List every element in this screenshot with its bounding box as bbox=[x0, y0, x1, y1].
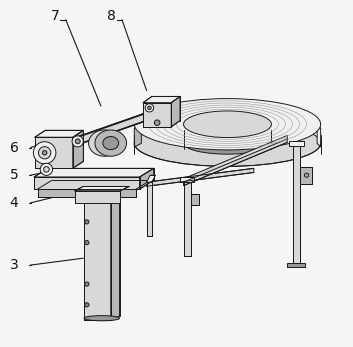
Circle shape bbox=[72, 136, 83, 147]
Polygon shape bbox=[35, 130, 83, 137]
Polygon shape bbox=[184, 135, 287, 186]
Circle shape bbox=[85, 303, 89, 307]
Circle shape bbox=[43, 167, 49, 172]
Text: 8: 8 bbox=[107, 9, 116, 23]
Ellipse shape bbox=[89, 130, 120, 156]
Circle shape bbox=[154, 120, 160, 126]
Polygon shape bbox=[139, 168, 154, 189]
Polygon shape bbox=[143, 103, 171, 127]
Polygon shape bbox=[84, 198, 120, 203]
Polygon shape bbox=[74, 186, 129, 191]
Polygon shape bbox=[300, 167, 312, 184]
Polygon shape bbox=[84, 203, 111, 320]
Polygon shape bbox=[38, 189, 136, 197]
Ellipse shape bbox=[184, 111, 271, 137]
Polygon shape bbox=[289, 141, 304, 146]
Polygon shape bbox=[293, 146, 300, 263]
Circle shape bbox=[40, 163, 53, 176]
Polygon shape bbox=[171, 96, 180, 127]
Circle shape bbox=[34, 142, 56, 164]
Polygon shape bbox=[74, 191, 120, 203]
Polygon shape bbox=[146, 175, 155, 182]
Circle shape bbox=[42, 151, 47, 155]
Ellipse shape bbox=[103, 136, 119, 150]
Polygon shape bbox=[180, 177, 194, 182]
Polygon shape bbox=[34, 168, 154, 177]
Polygon shape bbox=[35, 137, 73, 168]
Ellipse shape bbox=[134, 99, 321, 150]
Circle shape bbox=[85, 240, 89, 245]
Text: 7: 7 bbox=[51, 9, 60, 23]
Polygon shape bbox=[317, 124, 321, 147]
Polygon shape bbox=[38, 180, 150, 189]
Text: 5: 5 bbox=[10, 168, 18, 182]
Text: 6: 6 bbox=[10, 141, 18, 154]
Ellipse shape bbox=[84, 316, 120, 321]
Circle shape bbox=[38, 147, 51, 159]
Circle shape bbox=[305, 173, 309, 177]
Polygon shape bbox=[74, 113, 148, 145]
Circle shape bbox=[85, 282, 89, 286]
Ellipse shape bbox=[184, 132, 271, 154]
Circle shape bbox=[85, 220, 89, 224]
Polygon shape bbox=[134, 124, 141, 147]
Circle shape bbox=[75, 139, 80, 144]
Polygon shape bbox=[34, 177, 139, 189]
Circle shape bbox=[145, 104, 154, 112]
Polygon shape bbox=[287, 263, 305, 267]
Ellipse shape bbox=[134, 120, 321, 166]
Polygon shape bbox=[146, 182, 152, 236]
Polygon shape bbox=[146, 168, 254, 186]
Polygon shape bbox=[143, 96, 180, 103]
Text: 4: 4 bbox=[10, 196, 18, 210]
Polygon shape bbox=[111, 198, 120, 320]
Ellipse shape bbox=[95, 130, 127, 156]
Polygon shape bbox=[191, 194, 199, 205]
Circle shape bbox=[148, 106, 151, 110]
Polygon shape bbox=[73, 130, 83, 168]
Text: 3: 3 bbox=[10, 258, 18, 272]
Polygon shape bbox=[184, 182, 191, 256]
